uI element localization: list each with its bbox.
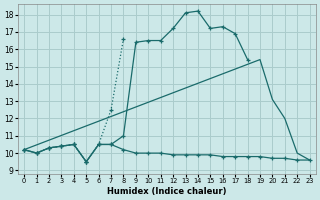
X-axis label: Humidex (Indice chaleur): Humidex (Indice chaleur) xyxy=(107,187,227,196)
